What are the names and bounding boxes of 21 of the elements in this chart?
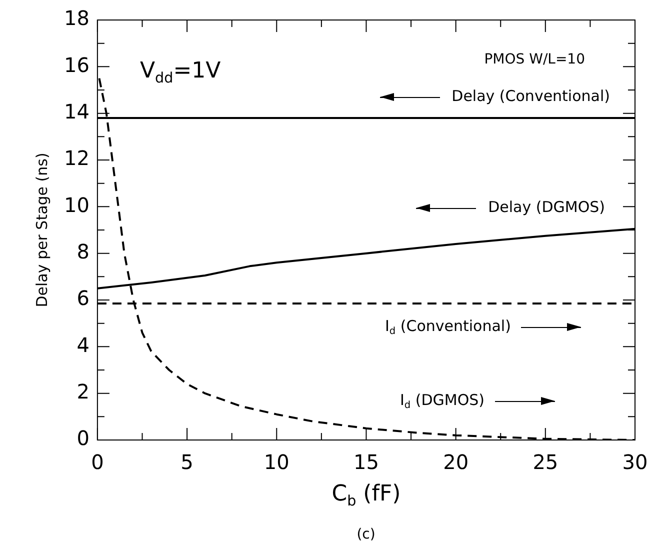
y-tick-label: 18 (64, 6, 90, 30)
y-tick-label: 16 (64, 52, 90, 77)
y-tick-label: 14 (64, 100, 90, 124)
x-tick-label: 15 (354, 450, 379, 474)
x-tick-label: 10 (264, 450, 290, 474)
y-tick-label: 0 (76, 426, 90, 450)
y-tick-label: 6 (76, 286, 90, 310)
x-tick-label: 25 (532, 450, 558, 474)
y-tick-label: 8 (76, 240, 90, 264)
x-tick-label: 30 (622, 450, 648, 474)
y-tick-label: 4 (76, 332, 90, 357)
text: (c) (356, 526, 376, 543)
legend-label: Delay (Conventional) (452, 86, 610, 105)
annotation: PMOS W/L=10 (484, 52, 586, 68)
y-tick-label: 10 (64, 192, 90, 217)
y-tick-label: 12 (64, 146, 90, 170)
y-tick-label: 2 (76, 380, 90, 404)
y-axis-title: Delay per Stage (ns) (32, 152, 51, 308)
x-tick-label: 5 (180, 450, 194, 474)
legend-label: Delay (DGMOS) (488, 198, 606, 216)
x-tick-label: 20 (443, 450, 469, 474)
